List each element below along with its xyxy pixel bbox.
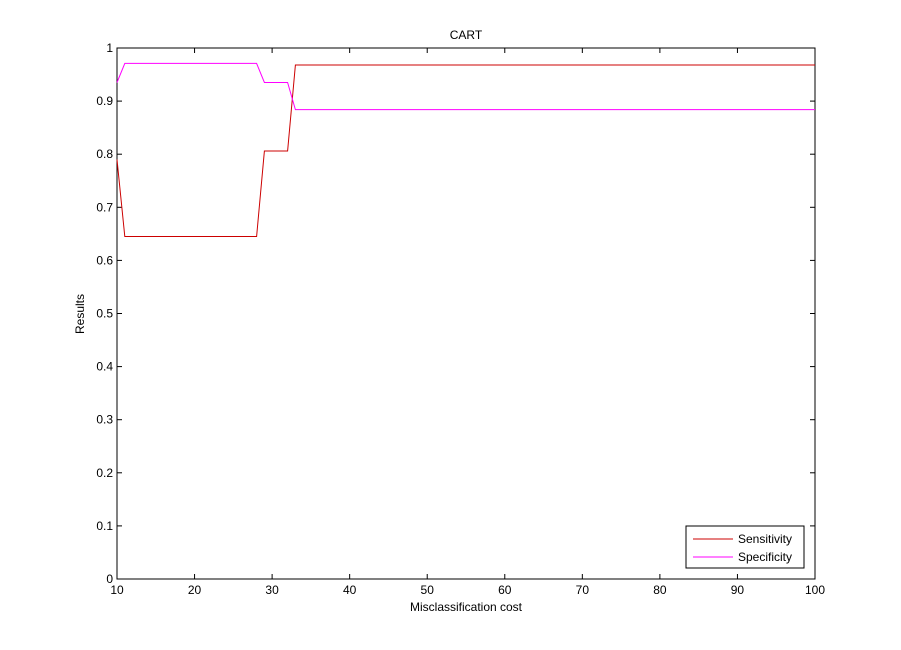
y-tick-label-4: 0.4: [96, 360, 113, 374]
y-tick-label-0: 0: [106, 572, 113, 586]
chart-title: CART: [450, 28, 483, 42]
y-tick-label-6: 0.6: [96, 253, 113, 267]
y-tick-label-5: 0.5: [96, 307, 113, 321]
y-tick-label-10: 1: [106, 41, 113, 55]
y-axis-label: Results: [73, 294, 87, 334]
x-tick-label-1: 20: [188, 583, 202, 597]
x-tick-label-8: 90: [731, 583, 745, 597]
x-axis-label: Misclassification cost: [410, 600, 523, 614]
series-layer: [116, 62, 815, 237]
x-tick-label-7: 80: [653, 583, 667, 597]
y-tick-label-1: 0.1: [96, 519, 113, 533]
legend-entry-specificity: Specificity: [738, 550, 792, 564]
axis-ticks: 10 20 30 40 50 60 70 80 90 100 0 0.1 0.2 0.3 0.4 0.5 0.6…: [96, 41, 825, 597]
x-tick-label-6: 70: [576, 583, 590, 597]
y-tick-label-3: 0.3: [96, 413, 113, 427]
series-line-sensitivity: [116, 64, 815, 237]
x-tick-label-0: 10: [110, 583, 124, 597]
x-tick-label-5: 60: [498, 583, 512, 597]
y-tick-label-2: 0.2: [96, 466, 113, 480]
plot-area: [116, 47, 816, 580]
x-tick-label-9: 100: [805, 583, 825, 597]
x-tick-label-2: 30: [265, 583, 279, 597]
y-tick-label-7: 0.7: [96, 200, 113, 214]
y-tick-label-9: 0.9: [96, 94, 113, 108]
x-tick-label-3: 40: [343, 583, 357, 597]
legend-entry-sensitivity: Sensitivity: [738, 532, 792, 546]
y-tick-label-8: 0.8: [96, 147, 113, 161]
legend-box: [685, 525, 805, 569]
legend: Sensitivity Specificity: [685, 525, 805, 569]
x-tick-label-4: 50: [421, 583, 435, 597]
series-line-specificity: [116, 62, 815, 111]
